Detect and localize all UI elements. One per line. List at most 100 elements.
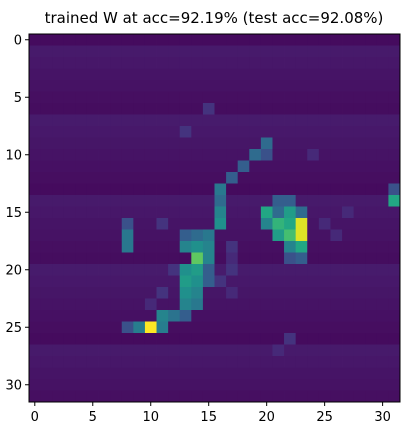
heatmap-cell <box>330 275 343 288</box>
heatmap-cell <box>168 68 181 81</box>
heatmap-cell <box>214 103 227 115</box>
heatmap-cell <box>342 264 355 276</box>
heatmap-cell <box>144 229 157 242</box>
heatmap-cell <box>260 344 273 357</box>
heatmap-cell <box>52 160 65 173</box>
heatmap-cell <box>284 103 297 115</box>
heatmap-cell <box>156 137 169 150</box>
heatmap-cell <box>249 298 262 311</box>
heatmap-cell <box>295 137 308 150</box>
heatmap-cell <box>179 367 192 380</box>
heatmap-cell <box>156 333 169 345</box>
heatmap-cell <box>353 114 366 127</box>
heatmap-cell <box>272 57 285 69</box>
heatmap-cell <box>156 356 169 368</box>
heatmap-cell <box>179 298 192 311</box>
heatmap-cell <box>388 310 401 322</box>
heatmap-cell <box>365 310 378 322</box>
heatmap-cell <box>40 149 53 161</box>
heatmap-cell <box>121 172 134 184</box>
heatmap-cell <box>376 80 389 92</box>
heatmap-cell <box>63 287 76 299</box>
heatmap-cell <box>330 195 343 207</box>
heatmap-cell <box>98 91 111 104</box>
y-tick-label: 0 <box>14 33 22 48</box>
heatmap-cell <box>353 172 366 184</box>
heatmap-cell <box>133 57 146 69</box>
heatmap-cell <box>330 252 343 265</box>
heatmap-cell <box>86 137 99 150</box>
heatmap-cell <box>29 252 41 265</box>
heatmap-cell <box>179 321 192 334</box>
heatmap-cell <box>144 252 157 265</box>
heatmap-cell <box>156 252 169 265</box>
heatmap-cell <box>284 379 297 391</box>
heatmap-cell <box>260 229 273 242</box>
heatmap-cell <box>318 367 331 380</box>
heatmap-cell <box>307 379 320 391</box>
heatmap-cell <box>179 103 192 115</box>
heatmap-cell <box>249 45 262 58</box>
heatmap-cell <box>342 34 355 46</box>
heatmap-cell <box>75 390 88 403</box>
heatmap-cell <box>237 298 250 311</box>
heatmap-cell <box>284 57 297 69</box>
heatmap-cell <box>342 379 355 391</box>
heatmap-cell <box>272 160 285 173</box>
heatmap-cell <box>156 390 169 403</box>
heatmap-cell <box>272 172 285 184</box>
heatmap-cell <box>144 80 157 92</box>
heatmap-cell <box>86 103 99 115</box>
heatmap-cell <box>226 195 239 207</box>
heatmap-cell <box>249 80 262 92</box>
heatmap-cell <box>226 390 239 403</box>
heatmap-cell <box>260 172 273 184</box>
heatmap-cell <box>295 241 308 253</box>
heatmap-cell <box>376 241 389 253</box>
heatmap-cell <box>318 34 331 46</box>
heatmap-cell <box>179 160 192 173</box>
heatmap-cell <box>75 68 88 81</box>
heatmap-cell <box>226 80 239 92</box>
heatmap-cell <box>121 91 134 104</box>
heatmap-cell <box>214 126 227 138</box>
heatmap-cell <box>376 379 389 391</box>
heatmap-cell <box>63 344 76 357</box>
heatmap-cell <box>330 114 343 127</box>
heatmap-cell <box>168 183 181 196</box>
heatmap-cell <box>40 298 53 311</box>
heatmap-cell <box>330 57 343 69</box>
heatmap-cell <box>168 229 181 242</box>
heatmap-cell <box>237 126 250 138</box>
heatmap-cell <box>98 275 111 288</box>
heatmap-cell <box>144 160 157 173</box>
heatmap-cell <box>342 252 355 265</box>
heatmap-cell <box>388 80 401 92</box>
heatmap-cell <box>63 310 76 322</box>
heatmap-cell <box>376 390 389 403</box>
heatmap-cell <box>307 160 320 173</box>
heatmap-cell <box>121 287 134 299</box>
heatmap-cell <box>260 45 273 58</box>
heatmap-cell <box>75 275 88 288</box>
heatmap-cell <box>144 45 157 58</box>
heatmap-cell <box>156 321 169 334</box>
heatmap-cell <box>191 137 204 150</box>
heatmap-cell <box>179 114 192 127</box>
heatmap-cell <box>388 206 401 219</box>
heatmap-cell <box>388 103 401 115</box>
heatmap-cell <box>156 103 169 115</box>
heatmap-cell <box>307 172 320 184</box>
heatmap-cell <box>330 80 343 92</box>
heatmap-cell <box>191 310 204 322</box>
heatmap-cell <box>214 206 227 219</box>
heatmap-cell <box>29 310 41 322</box>
heatmap-cell <box>272 126 285 138</box>
heatmap-cell <box>75 195 88 207</box>
heatmap-cell <box>98 229 111 242</box>
heatmap-cell <box>330 126 343 138</box>
heatmap-cell <box>330 103 343 115</box>
heatmap-cell <box>365 91 378 104</box>
heatmap-cell <box>63 275 76 288</box>
heatmap-cell <box>260 149 273 161</box>
